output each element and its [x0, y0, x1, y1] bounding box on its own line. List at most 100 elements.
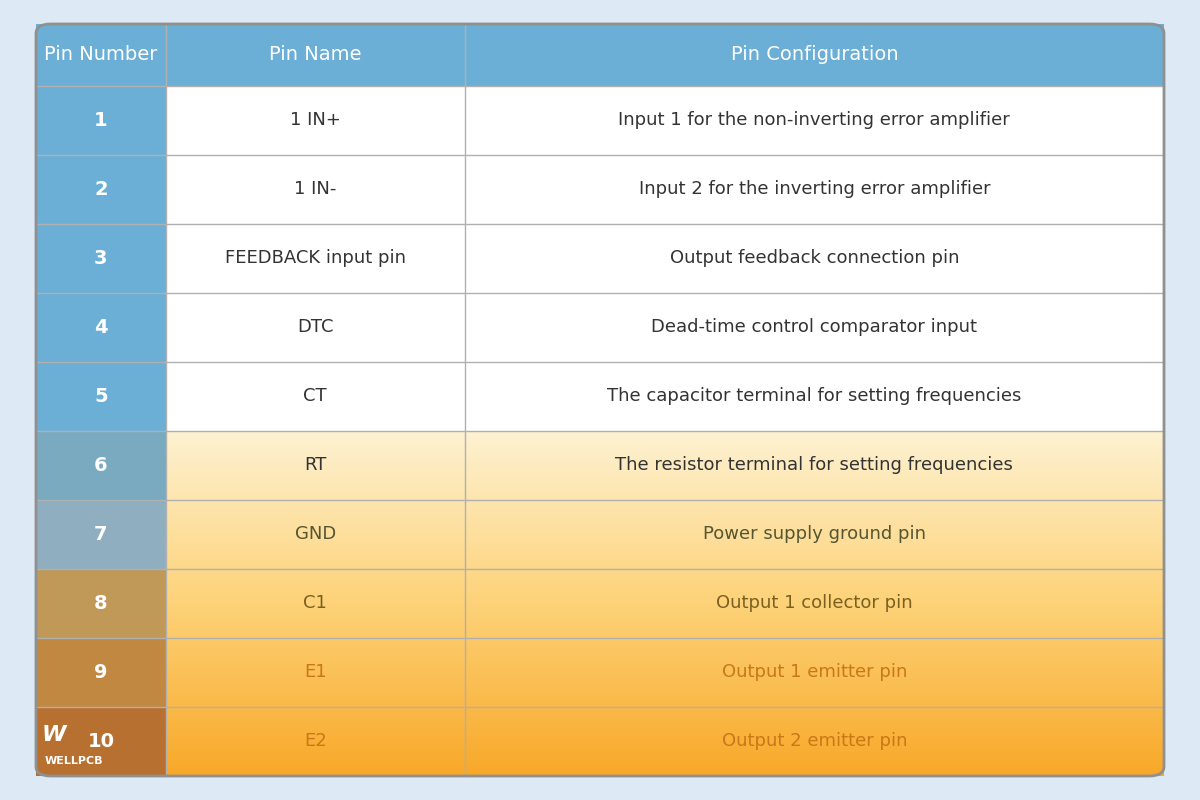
Bar	[166, 559, 1164, 562]
Bar	[166, 549, 1164, 552]
Bar	[36, 569, 166, 638]
Text: 4: 4	[94, 318, 108, 337]
Bar	[166, 666, 1164, 669]
Bar	[166, 723, 1164, 726]
Bar	[166, 542, 1164, 545]
Text: CT: CT	[304, 387, 326, 406]
Bar	[166, 466, 1164, 469]
Bar	[166, 653, 1164, 655]
Bar	[166, 687, 1164, 690]
Text: The resistor terminal for setting frequencies: The resistor terminal for setting freque…	[616, 456, 1013, 474]
Bar	[166, 732, 1164, 734]
Bar	[166, 706, 1164, 709]
Text: RT: RT	[304, 456, 326, 474]
Text: Output feedback connection pin: Output feedback connection pin	[670, 250, 959, 267]
Bar	[166, 590, 1164, 593]
Text: 2: 2	[94, 180, 108, 198]
Bar	[166, 532, 1164, 534]
Bar	[166, 750, 1164, 752]
Bar	[166, 530, 1164, 533]
Bar	[166, 692, 1164, 695]
Bar	[166, 582, 1164, 585]
Bar	[166, 717, 1164, 719]
Bar	[166, 735, 1164, 738]
Bar	[166, 634, 1164, 636]
Bar	[166, 574, 1164, 576]
Bar	[166, 730, 1164, 733]
Bar	[166, 454, 1164, 457]
Bar	[166, 741, 1164, 743]
Bar	[166, 617, 1164, 619]
Bar	[166, 686, 1164, 688]
Bar	[166, 571, 1164, 574]
Bar	[166, 510, 1164, 512]
Bar	[166, 529, 1164, 531]
Bar	[166, 644, 1164, 646]
Bar	[166, 598, 1164, 600]
Bar	[166, 508, 1164, 510]
Bar	[166, 525, 1164, 527]
Bar	[166, 470, 1164, 472]
Bar	[166, 632, 1164, 634]
Bar	[166, 480, 1164, 482]
Text: Pin Configuration: Pin Configuration	[731, 46, 898, 64]
Bar	[166, 623, 1164, 626]
Bar	[166, 566, 1164, 569]
Bar	[166, 618, 1164, 621]
Bar	[166, 459, 1164, 462]
Bar	[166, 432, 1164, 434]
Bar	[166, 629, 1164, 631]
Text: Input 2 for the inverting error amplifier: Input 2 for the inverting error amplifie…	[638, 180, 990, 198]
Bar	[166, 475, 1164, 478]
Bar	[166, 444, 1164, 446]
Bar	[166, 596, 1164, 598]
Bar	[166, 568, 1164, 570]
Bar	[166, 739, 1164, 742]
Bar	[166, 637, 1164, 640]
Text: Power supply ground pin: Power supply ground pin	[703, 526, 926, 543]
Bar	[166, 437, 1164, 439]
Bar	[166, 580, 1164, 582]
Bar	[166, 558, 1164, 560]
Bar	[166, 547, 1164, 550]
Bar	[166, 684, 1164, 686]
Bar	[166, 642, 1164, 645]
Bar	[166, 584, 1164, 586]
Text: Output 1 collector pin: Output 1 collector pin	[716, 594, 913, 613]
Bar	[36, 707, 166, 776]
Bar	[166, 677, 1164, 679]
Bar	[166, 705, 1164, 707]
Text: 6: 6	[94, 456, 108, 475]
Text: 1 IN-: 1 IN-	[294, 180, 336, 198]
Text: 3: 3	[94, 249, 108, 268]
Bar	[166, 446, 1164, 448]
Bar	[166, 665, 1164, 667]
Bar	[166, 551, 1164, 554]
Bar	[166, 546, 1164, 548]
Bar	[166, 458, 1164, 460]
Bar	[36, 500, 166, 569]
Bar	[166, 601, 1164, 603]
Bar	[166, 613, 1164, 615]
Bar	[36, 431, 166, 500]
Bar	[166, 694, 1164, 697]
Bar	[166, 599, 1164, 602]
Bar	[166, 513, 1164, 515]
Bar	[166, 756, 1164, 758]
Bar	[166, 526, 1164, 530]
Bar	[166, 766, 1164, 769]
Text: W: W	[42, 725, 66, 745]
Bar	[166, 751, 1164, 754]
Bar	[166, 537, 1164, 539]
Bar	[166, 727, 1164, 730]
Bar	[166, 762, 1164, 764]
Bar	[166, 680, 1164, 683]
Bar	[166, 453, 1164, 455]
Bar	[166, 678, 1164, 681]
Bar	[166, 647, 1164, 650]
Bar	[166, 494, 1164, 497]
Bar	[166, 662, 1164, 664]
Bar	[166, 577, 1164, 579]
Bar	[166, 544, 1164, 546]
Bar	[166, 518, 1164, 521]
